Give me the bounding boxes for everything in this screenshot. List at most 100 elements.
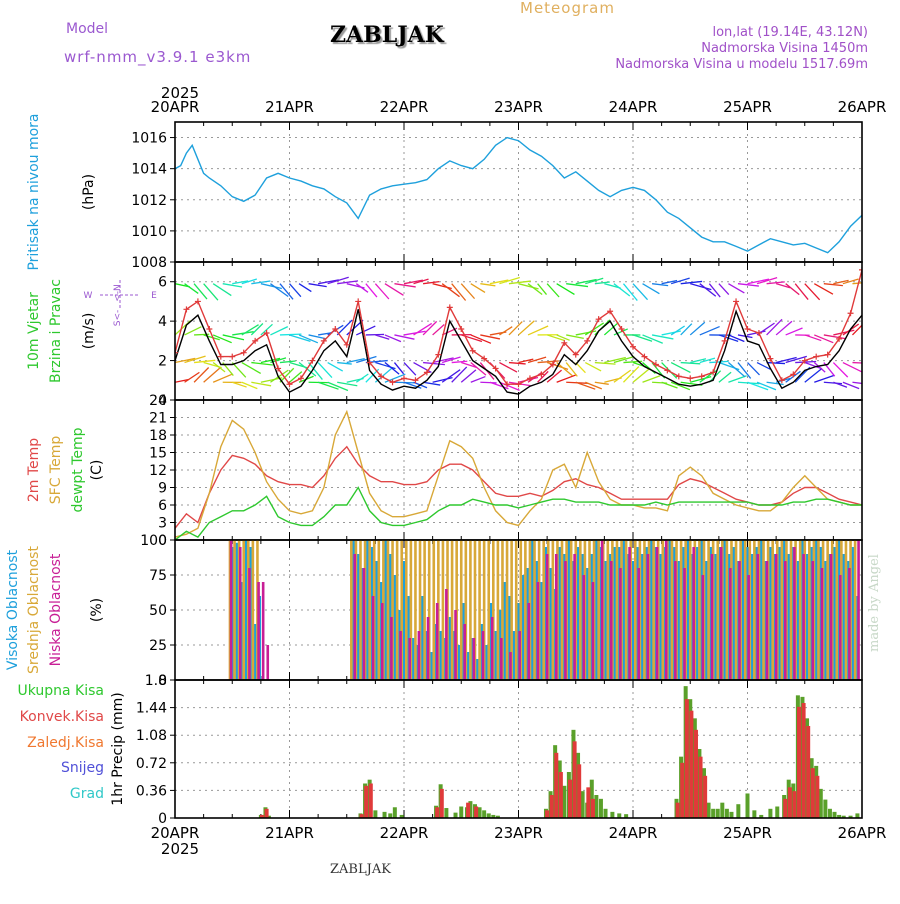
clouds-ytick-label-3: 75 — [149, 568, 167, 584]
clouds-bar-cloud_high-106 — [806, 554, 809, 680]
temperature-ylabel-0: 2m Temp — [26, 438, 42, 502]
clouds-bar-cloud_low-48 — [738, 561, 741, 680]
wind-vector-0-32 — [480, 382, 496, 383]
clouds-bar-cloud_mid-5 — [252, 540, 255, 680]
clouds-bar-cloud_high-22 — [421, 596, 424, 680]
clouds-bar-cloud_low-60 — [848, 568, 851, 680]
temperature-unit: (C) — [89, 460, 105, 481]
clouds-bar-cloud_mid-61 — [597, 540, 600, 680]
precip-bar-precip_total-13 — [444, 808, 448, 818]
clouds-bar-cloud_low-61 — [857, 540, 860, 680]
precip-bar-precip_conv-9 — [545, 810, 549, 818]
clouds-bar-cloud_mid-7 — [350, 540, 353, 680]
clouds-bar-cloud_high-108 — [815, 540, 818, 680]
wind-vector-1-7 — [242, 363, 261, 374]
pressure-ytick-label-1: 1010 — [131, 224, 167, 240]
clouds-bar-cloud_high-112 — [833, 547, 836, 680]
clouds-bar-cloud_low-0 — [230, 540, 233, 680]
clouds-bar-cloud_high-102 — [787, 554, 790, 680]
clouds-bar-cloud_high-42 — [513, 631, 516, 680]
clouds-bar-cloud_low-53 — [784, 561, 787, 680]
clouds-bar-cloud_high-5 — [254, 624, 257, 680]
clouds-bar-cloud_high-50 — [549, 568, 552, 680]
clouds-bar-cloud_high-12 — [375, 561, 378, 680]
clouds-bar-cloud_low-15 — [436, 603, 439, 680]
wind-vector-3-22 — [385, 284, 404, 296]
wind-vector-1-11 — [280, 361, 296, 363]
clouds-bar-cloud_high-3 — [245, 540, 248, 680]
pressure-ylabel-0: Pritisak na nivou mora — [26, 113, 42, 270]
time-tick-bottom-2: 22APR — [380, 824, 429, 842]
time-tick-top-2: 22APR — [380, 98, 429, 116]
precip-bar-precip_total-52 — [725, 809, 729, 818]
wind-vector-0-67 — [814, 375, 834, 382]
clouds-bar-cloud_mid-51 — [552, 540, 555, 680]
clouds-bar-cloud_low-37 — [637, 568, 640, 680]
clouds-bar-cloud_low-35 — [619, 568, 622, 680]
precip-bar-precip_total-19 — [478, 807, 482, 818]
wind-gust-marker-20 — [401, 375, 407, 381]
clouds-bar-cloud_mid-25 — [432, 540, 435, 680]
footer-station: ZABLJAK — [330, 863, 391, 876]
clouds-bar-cloud_high-38 — [494, 631, 497, 680]
clouds-bar-cloud_high-24 — [430, 652, 433, 680]
pressure-ytick-label-2: 1012 — [131, 193, 167, 209]
wind-gust-marker-45 — [687, 375, 693, 381]
clouds-bar-cloud_mid-1 — [233, 540, 236, 680]
clouds-bar-cloud_high-110 — [824, 561, 827, 680]
wind-vector-3-68 — [824, 284, 843, 286]
clouds-bar-cloud_high-20 — [412, 638, 415, 680]
clouds-bar-cloud_low-58 — [830, 554, 833, 680]
clouds-bar-cloud_high-90 — [732, 547, 735, 680]
clouds-bar-cloud_mid-9 — [359, 540, 362, 680]
clouds-bar-cloud_high-86 — [714, 554, 717, 680]
clouds-bar-cloud_mid-69 — [634, 540, 637, 680]
wind-vector-3-32 — [480, 284, 495, 286]
clouds-bar-cloud_mid-43 — [515, 540, 518, 680]
clouds-bar-cloud_low-55 — [802, 554, 805, 680]
precip-ytick-label-0: 0 — [158, 811, 167, 827]
precip-legend-2: Zaledj.Kisa — [27, 735, 104, 751]
clouds-bar-cloud_low-33 — [601, 540, 604, 680]
clouds-ytick-label-4: 100 — [140, 533, 167, 549]
year-bottom: 2025 — [161, 840, 199, 858]
temperature-ytick-label-7: 21 — [149, 411, 167, 427]
wind-vector-1-52 — [671, 363, 690, 373]
clouds-bar-cloud_mid-67 — [625, 540, 628, 680]
clouds-bar-cloud_low-3 — [257, 582, 260, 680]
clouds-bar-cloud_mid-47 — [533, 540, 536, 680]
precip-bar-precip_conv-28 — [797, 707, 801, 818]
temperature-ylabel-2: dewpt Temp — [70, 427, 86, 512]
precip-bar-precip_conv-29 — [802, 703, 806, 818]
clouds-ytick-label-2: 50 — [149, 603, 167, 619]
model-elevation-label: Nadmorska Visina u modelu 1517.69m — [615, 58, 868, 71]
temperature-ytick-label-3: 9 — [158, 481, 167, 497]
wind-vector-2-5 — [223, 335, 244, 340]
precip-bar-precip_conv-31 — [811, 768, 815, 818]
clouds-bar-cloud_mid-83 — [698, 540, 701, 680]
clouds-bar-cloud_high-94 — [751, 554, 754, 680]
wind-gust-marker-25 — [458, 326, 464, 332]
time-tick-top-5: 25APR — [723, 98, 772, 116]
elevation-label: Nadmorska Visina 1450m — [701, 42, 868, 55]
clouds-bar-cloud_low-30 — [573, 554, 576, 680]
clouds-bar-cloud_mid-81 — [689, 540, 692, 680]
clouds-bar-cloud_mid-3 — [242, 540, 245, 680]
temperature-ytick-label-5: 15 — [149, 446, 167, 462]
clouds-bar-cloud_low-9 — [381, 603, 384, 680]
wind-vector-1-17 — [337, 363, 352, 365]
precip-bar-precip_total-50 — [716, 809, 720, 818]
wind-gust-marker-24 — [447, 304, 453, 310]
clouds-plot — [229, 540, 860, 680]
clouds-bar-cloud_low-41 — [674, 561, 677, 680]
precip-legend-0: Ukupna Kisa — [17, 683, 104, 699]
clouds-bar-cloud_high-14 — [384, 540, 387, 680]
precip-ytick-label-3: 1.08 — [136, 728, 167, 744]
clouds-bar-cloud_high-48 — [540, 582, 543, 680]
clouds-bar-cloud_mid-73 — [652, 540, 655, 680]
clouds-bar-cloud_low-4 — [262, 582, 265, 680]
clouds-bar-cloud_low-38 — [647, 554, 650, 680]
wind-vector-0-68 — [824, 382, 842, 383]
compass-east: E — [151, 291, 157, 301]
